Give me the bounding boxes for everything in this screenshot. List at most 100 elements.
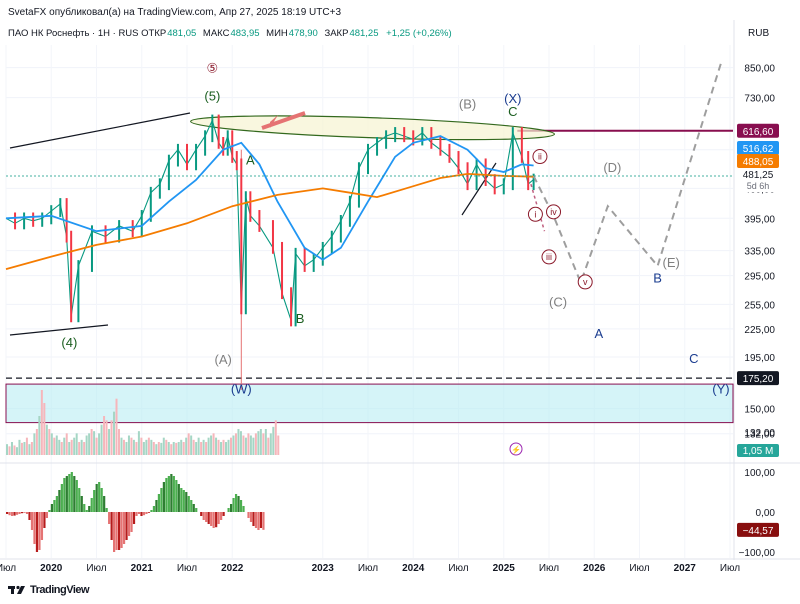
wave-label[interactable]: (B) [459, 97, 476, 112]
volume-bar[interactable] [13, 445, 16, 455]
volume-bar[interactable] [68, 442, 71, 455]
volume-bar[interactable] [167, 442, 170, 455]
volume-bar[interactable] [95, 437, 98, 455]
volume-bar[interactable] [63, 437, 66, 455]
oscillator-bar[interactable] [18, 512, 21, 514]
volume-bar[interactable] [175, 442, 178, 455]
oscillator-bar[interactable] [68, 474, 71, 512]
volume-bar[interactable] [65, 433, 68, 455]
oscillator-bar[interactable] [202, 512, 205, 520]
volume-bar[interactable] [25, 437, 28, 455]
volume-bar[interactable] [130, 437, 133, 455]
oscillator-bar[interactable] [33, 512, 36, 544]
oscillator-bar[interactable] [25, 512, 29, 514]
volume-bar[interactable] [110, 420, 113, 455]
ma-orange-line[interactable] [5, 172, 534, 270]
oscillator-bar[interactable] [160, 488, 163, 512]
oscillator-bar[interactable] [239, 500, 243, 512]
oscillator-bar[interactable] [23, 512, 26, 513]
oscillator-bar[interactable] [210, 512, 213, 526]
wave-label[interactable]: (W) [231, 381, 252, 396]
oscillator-bar[interactable] [140, 512, 143, 516]
trendline-upper[interactable] [9, 112, 191, 149]
volume-bar[interactable] [55, 435, 58, 456]
oscillator-bar[interactable] [232, 498, 235, 512]
volume-bar[interactable] [150, 439, 153, 455]
oscillator-bar[interactable] [257, 512, 260, 530]
volume-bar[interactable] [269, 433, 272, 455]
volume-bar[interactable] [6, 444, 8, 455]
volume-bar[interactable] [200, 442, 203, 455]
volume-bar[interactable] [249, 435, 252, 456]
oscillator-bar[interactable] [90, 498, 93, 512]
oscillator-bar[interactable] [53, 500, 56, 512]
volume-bar[interactable] [105, 420, 108, 455]
oscillator-bar[interactable] [43, 512, 46, 528]
wave-label[interactable]: (Y) [712, 381, 729, 396]
volume-bar[interactable] [180, 439, 183, 455]
wave-label[interactable]: ⑤ [207, 60, 219, 75]
oscillator-bar[interactable] [205, 512, 208, 522]
volume-bar[interactable] [78, 442, 81, 455]
volume-bar[interactable] [120, 437, 123, 455]
volume-bar[interactable] [45, 424, 48, 455]
wave-label[interactable]: A [246, 152, 255, 167]
volume-bar[interactable] [197, 437, 200, 455]
volume-bar[interactable] [192, 439, 195, 455]
volume-bar[interactable] [215, 437, 218, 455]
oscillator-bar[interactable] [157, 494, 161, 512]
volume-bar[interactable] [98, 433, 101, 455]
volume-bar[interactable] [35, 429, 38, 455]
volume-bar[interactable] [152, 442, 155, 455]
volume-bar[interactable] [272, 426, 275, 455]
oscillator-bar[interactable] [132, 512, 136, 524]
wave-label[interactable]: B [653, 270, 662, 285]
oscillator-bar[interactable] [152, 506, 156, 512]
volume-bar[interactable] [80, 439, 83, 455]
oscillator-bar[interactable] [175, 480, 178, 512]
oscillator-bar[interactable] [35, 512, 39, 552]
oscillator-bar[interactable] [155, 500, 158, 512]
oscillator-bar[interactable] [130, 512, 133, 532]
volume-bar[interactable] [170, 444, 173, 455]
oscillator-bar[interactable] [20, 512, 24, 514]
volume-bar[interactable] [182, 442, 185, 455]
oscillator-bar[interactable] [15, 512, 19, 515]
wave-label[interactable]: C [508, 104, 517, 119]
oscillator-bar[interactable] [177, 484, 180, 512]
ma-blue-line[interactable] [5, 135, 534, 261]
wave-label[interactable]: (X) [504, 91, 521, 106]
volume-bar[interactable] [237, 429, 240, 455]
oscillator-bar[interactable] [192, 504, 195, 512]
volume-bar[interactable] [108, 429, 111, 455]
currency-label[interactable]: RUB [748, 28, 770, 39]
oscillator-bar[interactable] [217, 512, 220, 524]
wave-label[interactable]: ii [538, 152, 542, 162]
oscillator-bar[interactable] [75, 480, 78, 512]
oscillator-bar[interactable] [60, 484, 63, 512]
volume-bar[interactable] [274, 420, 277, 455]
volume-bar[interactable] [162, 437, 165, 455]
volume-bar[interactable] [70, 439, 73, 455]
volume-bar[interactable] [125, 442, 128, 455]
wave-label[interactable]: (E) [663, 255, 680, 270]
volume-bar[interactable] [50, 433, 53, 455]
volume-bar[interactable] [259, 429, 262, 455]
oscillator-bar[interactable] [28, 512, 31, 520]
oscillator-bar[interactable] [80, 496, 83, 512]
volume-bar[interactable] [210, 435, 213, 456]
oscillator-bar[interactable] [150, 510, 153, 512]
volume-bar[interactable] [252, 437, 255, 455]
oscillator-bar[interactable] [83, 504, 86, 512]
oscillator-bar[interactable] [10, 512, 14, 516]
volume-bar[interactable] [227, 439, 230, 455]
oscillator-bar[interactable] [190, 500, 193, 512]
volume-bar[interactable] [239, 431, 242, 455]
volume-bar[interactable] [195, 442, 198, 455]
oscillator-bar[interactable] [110, 512, 113, 540]
oscillator-bar[interactable] [127, 512, 131, 536]
oscillator-bar[interactable] [212, 512, 215, 528]
wave-label[interactable]: A [594, 326, 603, 341]
oscillator-bar[interactable] [215, 512, 218, 528]
volume-bar[interactable] [85, 435, 88, 456]
